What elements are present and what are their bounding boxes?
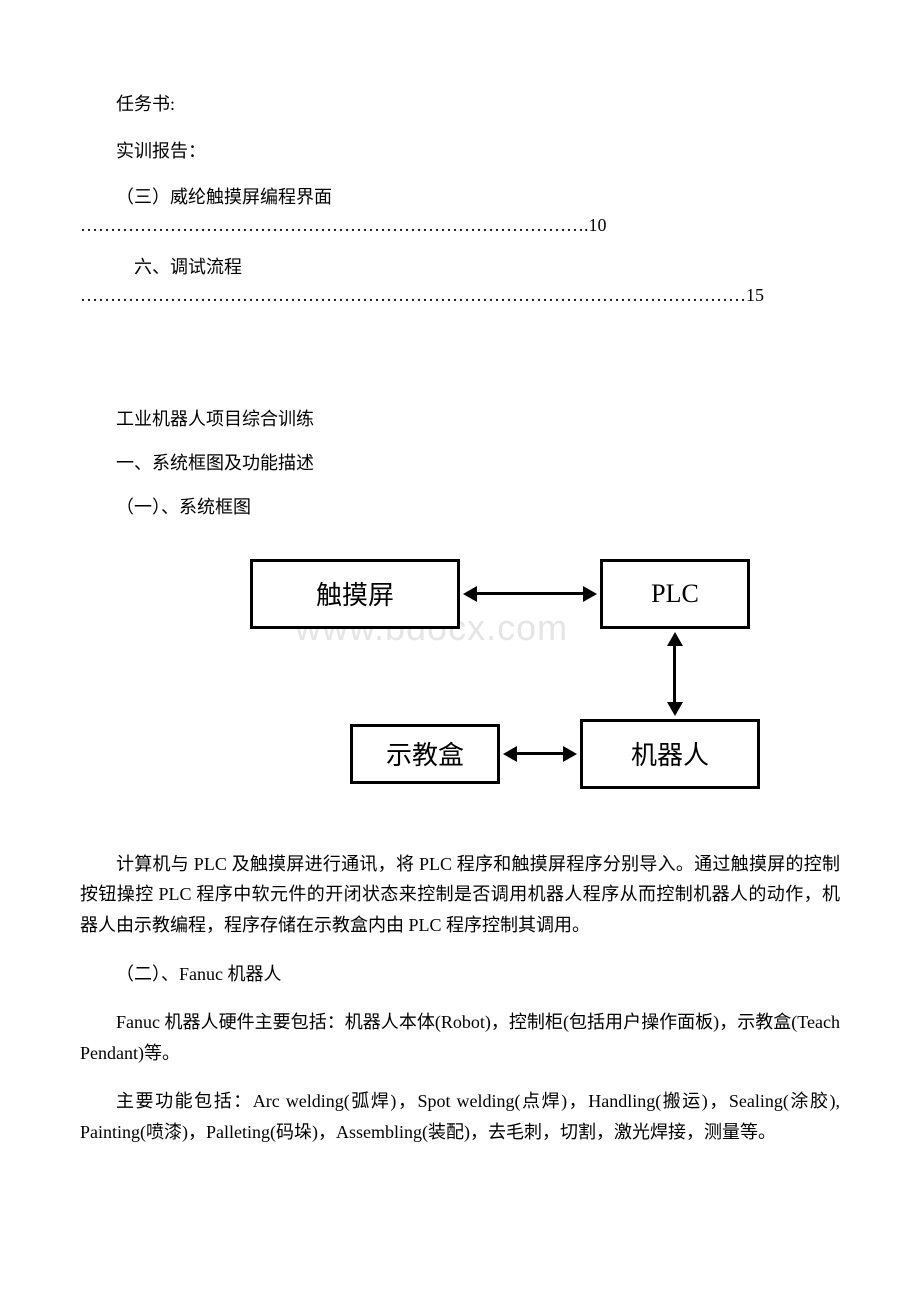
toc-task-book: 任务书: [80,90,840,119]
edge-plc-robot [673,644,676,704]
node-robot-label: 机器人 [631,735,709,772]
toc-item3-label: （三）威纶触摸屏编程界面 [80,184,840,211]
arrowhead-right-1 [583,586,597,602]
node-touchscreen-label: 触摸屏 [316,575,394,612]
system-diagram: www.bdocx.com 触摸屏 PLC 示教盒 机器人 [220,549,780,809]
toc-report: 实训报告： [80,137,840,166]
heading-1-sub1: （一）、系统框图 [80,493,840,519]
edge-touchscreen-plc [475,592,585,595]
heading-1: 一、系统框图及功能描述 [80,449,840,475]
arrowhead-up-1 [667,632,683,646]
edge-pendant-robot [515,752,565,755]
main-title: 工业机器人项目综合训练 [80,405,840,431]
node-robot: 机器人 [580,719,760,789]
arrowhead-left-2 [503,746,517,762]
node-pendant: 示教盒 [350,724,500,784]
node-touchscreen: 触摸屏 [250,559,460,629]
paragraph-3: 主要功能包括：Arc welding(弧焊)，Spot welding(点焊)，… [80,1086,840,1147]
arrowhead-right-2 [563,746,577,762]
arrowhead-left-1 [463,586,477,602]
paragraph-1: 计算机与 PLC 及触摸屏进行通讯，将 PLC 程序和触摸屏程序分别导入。通过触… [80,849,840,941]
node-plc: PLC [600,559,750,629]
heading-1-sub2: （二）、Fanuc 机器人 [80,959,840,990]
toc-item6-dots: …………………………………………………………………………………………………15 [80,285,840,307]
node-plc-label: PLC [651,579,699,609]
paragraph-2: Fanuc 机器人硬件主要包括：机器人本体(Robot)，控制柜(包括用户操作面… [80,1007,840,1068]
toc-item6-label: 六、调试流程 [80,254,840,281]
node-pendant-label: 示教盒 [386,735,464,772]
toc-item3-dots: ………………………………………………………………………….10 [80,215,840,237]
arrowhead-down-1 [667,702,683,716]
